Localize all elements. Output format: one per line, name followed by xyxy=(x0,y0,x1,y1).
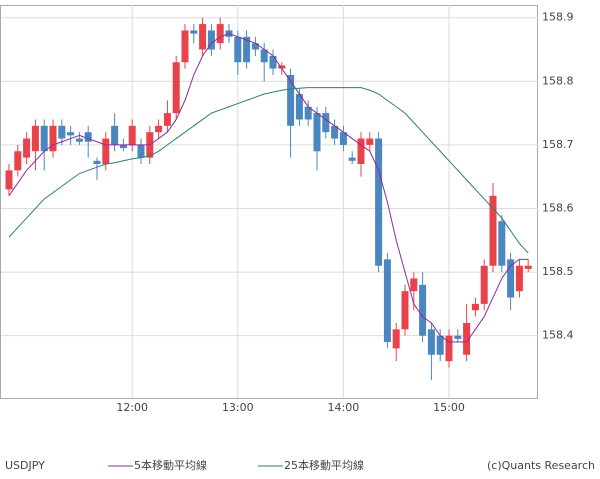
moving-average-line xyxy=(8,87,529,254)
candle-body xyxy=(260,49,268,63)
legend-label: 5本移動平均線 xyxy=(134,458,207,472)
candle-body xyxy=(419,284,427,336)
candle-body xyxy=(295,94,303,120)
candle-body xyxy=(49,125,57,152)
candle-body xyxy=(216,24,224,44)
y-tick-label: 158.7 xyxy=(542,138,574,151)
moving-average-line xyxy=(8,33,529,343)
candle-body xyxy=(93,160,101,164)
candle-body xyxy=(304,106,312,120)
x-tick-label: 15:00 xyxy=(433,401,465,414)
candle-body xyxy=(137,144,145,158)
y-tick-label: 158.6 xyxy=(542,201,574,214)
legend-label: 25本移動平均線 xyxy=(284,458,364,472)
candle-body xyxy=(287,74,295,126)
candle-body xyxy=(322,113,330,133)
candle-body xyxy=(243,36,251,63)
candle-body xyxy=(357,138,365,164)
candle-body xyxy=(454,335,462,339)
plot-area xyxy=(0,5,538,399)
candle-body xyxy=(207,30,215,50)
candle-body xyxy=(5,170,13,190)
symbol: USDJPY xyxy=(5,459,45,472)
candle-body xyxy=(463,322,471,355)
candle-body xyxy=(31,125,39,152)
candle-body xyxy=(163,113,171,126)
candle-body xyxy=(348,157,356,161)
candle-body xyxy=(498,221,506,266)
candle-body xyxy=(313,113,321,152)
candle-body xyxy=(427,329,435,355)
candle-body xyxy=(234,36,242,63)
candle-body xyxy=(489,195,497,266)
candle-body xyxy=(278,65,286,69)
candle-body xyxy=(436,335,444,355)
candle-body xyxy=(40,125,48,152)
candle-body xyxy=(102,138,110,164)
candle-body xyxy=(190,30,198,34)
candle-body xyxy=(507,259,515,298)
candle-body xyxy=(199,24,207,50)
candle-body xyxy=(445,335,453,362)
y-tick-label: 158.9 xyxy=(542,11,574,24)
candle-body xyxy=(84,132,92,142)
candle-body xyxy=(172,62,180,114)
candle-body xyxy=(471,303,479,311)
candle-body xyxy=(480,265,488,304)
candle-body xyxy=(366,138,374,145)
candle-body xyxy=(119,144,127,149)
candle-body xyxy=(331,125,339,139)
candle-body xyxy=(392,329,400,349)
candle-body xyxy=(401,291,409,330)
candle-body xyxy=(14,151,22,171)
candle-body xyxy=(58,125,66,139)
candle-body xyxy=(155,125,163,133)
x-tick-label: 12:00 xyxy=(116,401,148,414)
candle-body xyxy=(524,265,532,269)
x-tick-label: 13:00 xyxy=(222,401,254,414)
candle-body xyxy=(111,125,119,145)
y-tick-label: 158.8 xyxy=(542,74,574,87)
candle-body xyxy=(251,43,259,50)
candle-body xyxy=(375,138,383,266)
candle-body xyxy=(339,132,347,145)
y-tick-label: 158.4 xyxy=(542,329,574,342)
candle-body xyxy=(128,125,136,145)
candle-body xyxy=(23,138,31,158)
credit: (c)Quants Research xyxy=(487,459,595,472)
candle-body xyxy=(269,55,277,69)
x-tick-label: 14:00 xyxy=(328,401,360,414)
candle-body xyxy=(67,132,75,136)
candle-body xyxy=(515,265,523,292)
candle-body xyxy=(410,278,418,292)
y-tick-label: 158.5 xyxy=(542,265,574,278)
candle-body xyxy=(181,30,189,63)
candle-body xyxy=(75,138,83,142)
candle-body xyxy=(383,259,391,343)
